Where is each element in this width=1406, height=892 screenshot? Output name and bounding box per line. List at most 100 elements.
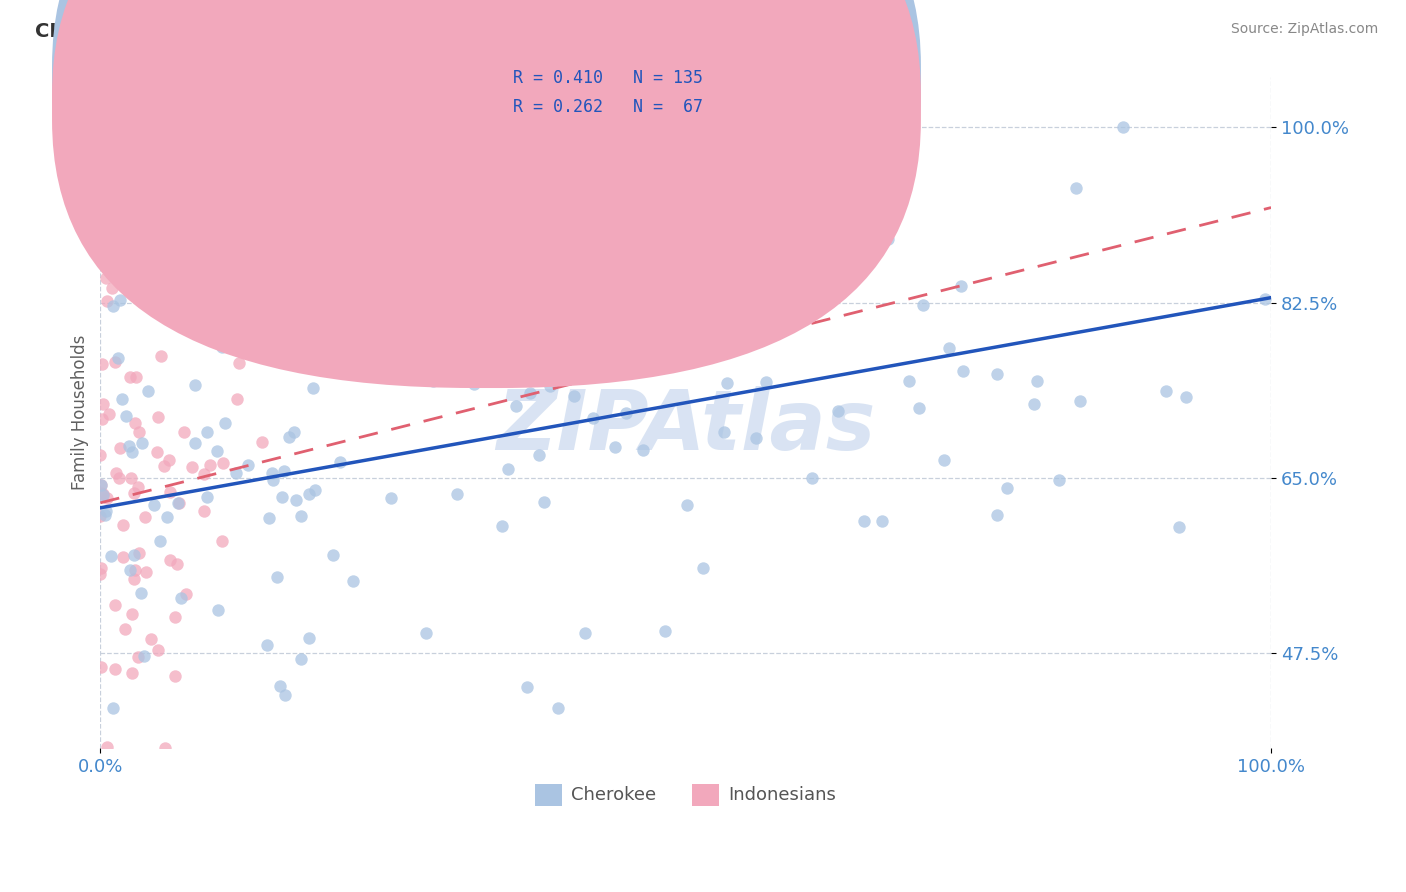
Point — [104, 354, 127, 368]
Point — [214, 416, 236, 430]
Point — [257, 511, 280, 525]
Point — [120, 563, 142, 577]
Point — [579, 318, 602, 332]
Point — [316, 327, 339, 342]
Point — [193, 504, 215, 518]
Point — [688, 186, 710, 201]
Point — [415, 626, 437, 640]
Point — [582, 411, 605, 425]
Point — [541, 232, 564, 246]
Point — [547, 302, 569, 317]
Text: ZIPAtlas: ZIPAtlas — [496, 385, 876, 467]
Point — [354, 360, 377, 375]
Point — [183, 436, 205, 450]
Point — [104, 599, 127, 613]
Point — [273, 464, 295, 478]
Point — [129, 585, 152, 599]
Point — [676, 498, 699, 512]
Point — [149, 534, 172, 549]
Point — [118, 439, 141, 453]
Point — [745, 431, 768, 445]
Point — [166, 557, 188, 571]
Point — [121, 607, 143, 622]
Point — [90, 486, 112, 500]
Point — [94, 504, 117, 518]
Point — [108, 442, 131, 456]
Point — [163, 610, 186, 624]
Point — [108, 471, 131, 485]
Point — [422, 375, 444, 389]
Point — [180, 460, 202, 475]
Point — [505, 400, 527, 414]
Point — [290, 508, 312, 523]
Point — [1175, 390, 1198, 404]
Point — [986, 368, 1008, 382]
Point — [283, 425, 305, 440]
Point — [266, 569, 288, 583]
Point — [124, 416, 146, 430]
Point — [527, 449, 550, 463]
Point — [96, 739, 118, 754]
Point — [721, 313, 744, 327]
Point — [146, 445, 169, 459]
Point — [912, 298, 935, 312]
Point — [446, 487, 468, 501]
Point — [107, 351, 129, 365]
Point — [870, 514, 893, 528]
Point — [596, 306, 619, 320]
Point — [89, 508, 111, 523]
Point — [1167, 520, 1189, 534]
Point — [100, 549, 122, 564]
Point — [124, 563, 146, 577]
Point — [290, 652, 312, 666]
Point — [153, 458, 176, 473]
Point — [163, 668, 186, 682]
Point — [93, 508, 115, 522]
Point — [153, 741, 176, 756]
Point — [94, 271, 117, 285]
Point — [91, 411, 114, 425]
Point — [952, 364, 974, 378]
Point — [97, 407, 120, 421]
Point — [225, 466, 247, 480]
Point — [533, 495, 555, 509]
Point — [1064, 181, 1087, 195]
Point — [90, 478, 112, 492]
Point — [159, 484, 181, 499]
Point — [322, 548, 344, 562]
Point — [173, 425, 195, 440]
Point — [1154, 384, 1177, 398]
Point — [157, 453, 180, 467]
Point — [1112, 120, 1135, 135]
Point — [121, 445, 143, 459]
Point — [132, 649, 155, 664]
Point — [114, 622, 136, 636]
Point — [631, 442, 654, 457]
Point — [176, 586, 198, 600]
Point — [90, 478, 112, 492]
Point — [256, 638, 278, 652]
Point — [250, 435, 273, 450]
Point — [496, 462, 519, 476]
Point — [713, 425, 735, 439]
Point — [150, 349, 173, 363]
Text: R = 0.262   N =  67: R = 0.262 N = 67 — [513, 98, 703, 116]
Point — [127, 480, 149, 494]
Point — [91, 487, 114, 501]
Point — [91, 487, 114, 501]
Point — [1026, 374, 1049, 388]
Point — [326, 350, 349, 364]
Point — [112, 550, 135, 565]
Point — [274, 688, 297, 702]
Point — [211, 456, 233, 470]
Point — [675, 324, 697, 338]
Point — [801, 471, 824, 485]
Point — [200, 458, 222, 472]
Point — [380, 491, 402, 505]
Point — [1069, 393, 1091, 408]
Point — [101, 281, 124, 295]
Point — [115, 409, 138, 424]
Point — [277, 430, 299, 444]
Point — [136, 384, 159, 398]
Point — [207, 603, 229, 617]
